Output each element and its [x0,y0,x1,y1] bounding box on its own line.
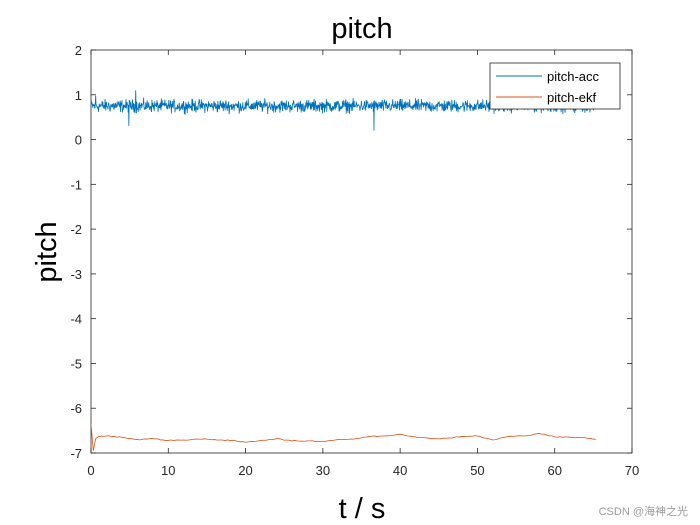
series-layer [90,90,597,451]
x-tick-label: 10 [161,463,175,478]
y-axis-label: pitch [31,221,63,282]
y-tick-label: -6 [70,401,82,416]
series-line-pitch-ekf [90,423,596,451]
legend-label-pitch-ekf: pitch-ekf [547,90,597,105]
y-tick-label: -2 [70,222,82,237]
watermark-text: CSDN @海神之光 [598,506,688,518]
x-tick-label: 50 [470,463,484,478]
y-tick-label: -1 [70,177,82,192]
y-tick-label: -3 [70,267,82,282]
x-tick-label: 40 [393,463,407,478]
x-tick-label: 0 [87,463,94,478]
x-tick-label: 70 [625,463,639,478]
y-tick-label: 0 [75,133,82,148]
legend-label-pitch-acc: pitch-acc [547,69,600,84]
x-axis-label: t / s [339,493,386,525]
axes-box [90,49,633,454]
y-tick-label: -5 [70,356,82,371]
x-tick-label: 20 [238,463,252,478]
y-tick-label: 1 [75,88,82,103]
y-tick-label: -4 [70,312,82,327]
chart-title: pitch [331,13,392,45]
y-tick-label: -7 [70,446,82,461]
legend: pitch-acc pitch-ekf [489,62,621,110]
x-tick-label: 30 [316,463,330,478]
legend-box [489,62,621,110]
series-line-pitch-acc [90,90,597,131]
y-tick-label: 2 [75,43,82,58]
axes-area [90,49,633,454]
x-tick-label: 60 [547,463,561,478]
